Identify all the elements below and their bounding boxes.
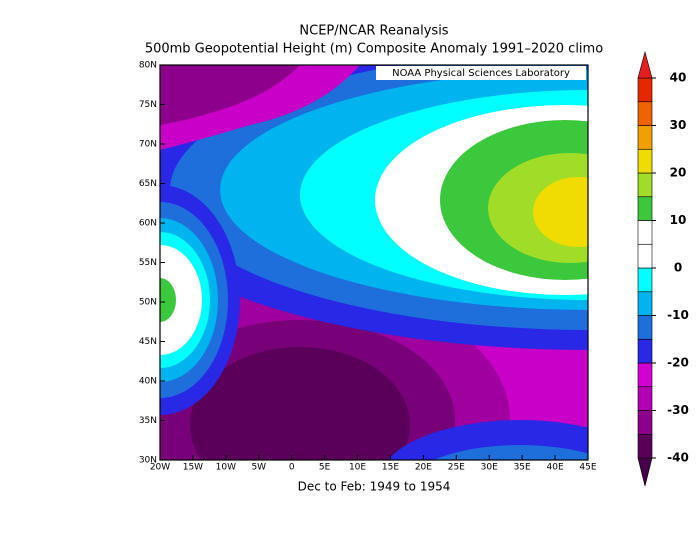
- colorbar-tick-label: -40: [667, 451, 689, 465]
- x-tick-label: 45E: [579, 463, 596, 473]
- colorbar-over: [637, 50, 653, 79]
- colorbar-segment: [637, 291, 653, 316]
- x-tick-label: 25E: [448, 463, 465, 473]
- y-tick-label: 35N: [139, 416, 157, 426]
- colorbar-segment: [637, 315, 653, 340]
- y-tick-label: 80N: [139, 61, 157, 71]
- caption: Dec to Feb: 1949 to 1954: [298, 480, 451, 494]
- x-tick-label: 0: [289, 463, 295, 473]
- x-tick-label: 40E: [547, 463, 564, 473]
- colorbar-segment: [637, 338, 653, 364]
- x-tick-label: 20E: [415, 463, 432, 473]
- title: NCEP/NCAR Reanalysis: [299, 24, 448, 39]
- colorbar-segment: [637, 148, 653, 174]
- colorbar-segment: [637, 220, 653, 245]
- colorbar-segment: [637, 410, 653, 435]
- colorbar-tick-label: 0: [674, 261, 682, 275]
- y-tick-label: 45N: [139, 337, 157, 347]
- x-tick-label: 35E: [514, 463, 531, 473]
- colorbar-tick-label: 40: [670, 71, 687, 85]
- anomaly-field: [160, 65, 588, 460]
- credit: NOAA Physical Sciences Laboratory: [392, 68, 570, 79]
- x-tick-label: 20W: [150, 463, 170, 473]
- y-tick-label: 70N: [139, 140, 157, 150]
- x-tick-label: 5E: [319, 463, 331, 473]
- x-tick-label: 30E: [481, 463, 498, 473]
- subtitle: 500mb Geopotential Height (m) Composite …: [145, 42, 603, 57]
- colorbar-segment: [637, 196, 653, 221]
- colorbar-segment: [637, 433, 653, 459]
- colorbar-tick-label: 10: [670, 213, 687, 227]
- colorbar-tick-label: 30: [670, 118, 687, 132]
- colorbar-under: [637, 457, 653, 487]
- x-tick-label: 15W: [183, 463, 203, 473]
- x-tick-label: 5W: [251, 463, 266, 473]
- y-tick-label: 55N: [139, 258, 157, 268]
- x-tick-label: 10W: [216, 463, 236, 473]
- y-tick-label: 60N: [139, 219, 157, 229]
- y-tick-label: 50N: [139, 298, 157, 308]
- colorbar-tick-label: 20: [670, 166, 687, 180]
- colorbar-segment: [637, 125, 653, 150]
- x-tick-label: 10E: [349, 463, 366, 473]
- colorbar-segment: [637, 267, 653, 293]
- colorbar-segment: [637, 243, 653, 269]
- colorbar-segment: [637, 101, 653, 126]
- colorbar-segment: [637, 172, 653, 198]
- x-tick-label: 15E: [382, 463, 399, 473]
- colorbar-segment: [637, 386, 653, 411]
- credit-box: [376, 66, 586, 80]
- colorbar-tick-label: -30: [667, 403, 689, 417]
- colorbar-tick-label: -20: [667, 356, 689, 370]
- y-tick-label: 40N: [139, 377, 157, 387]
- colorbar-tick-label: -10: [667, 308, 689, 322]
- y-tick-label: 65N: [139, 179, 157, 189]
- y-tick-label: 30N: [139, 456, 157, 466]
- colorbar-segment: [637, 77, 653, 103]
- y-tick-label: 75N: [139, 100, 157, 110]
- colorbar-segment: [637, 362, 653, 388]
